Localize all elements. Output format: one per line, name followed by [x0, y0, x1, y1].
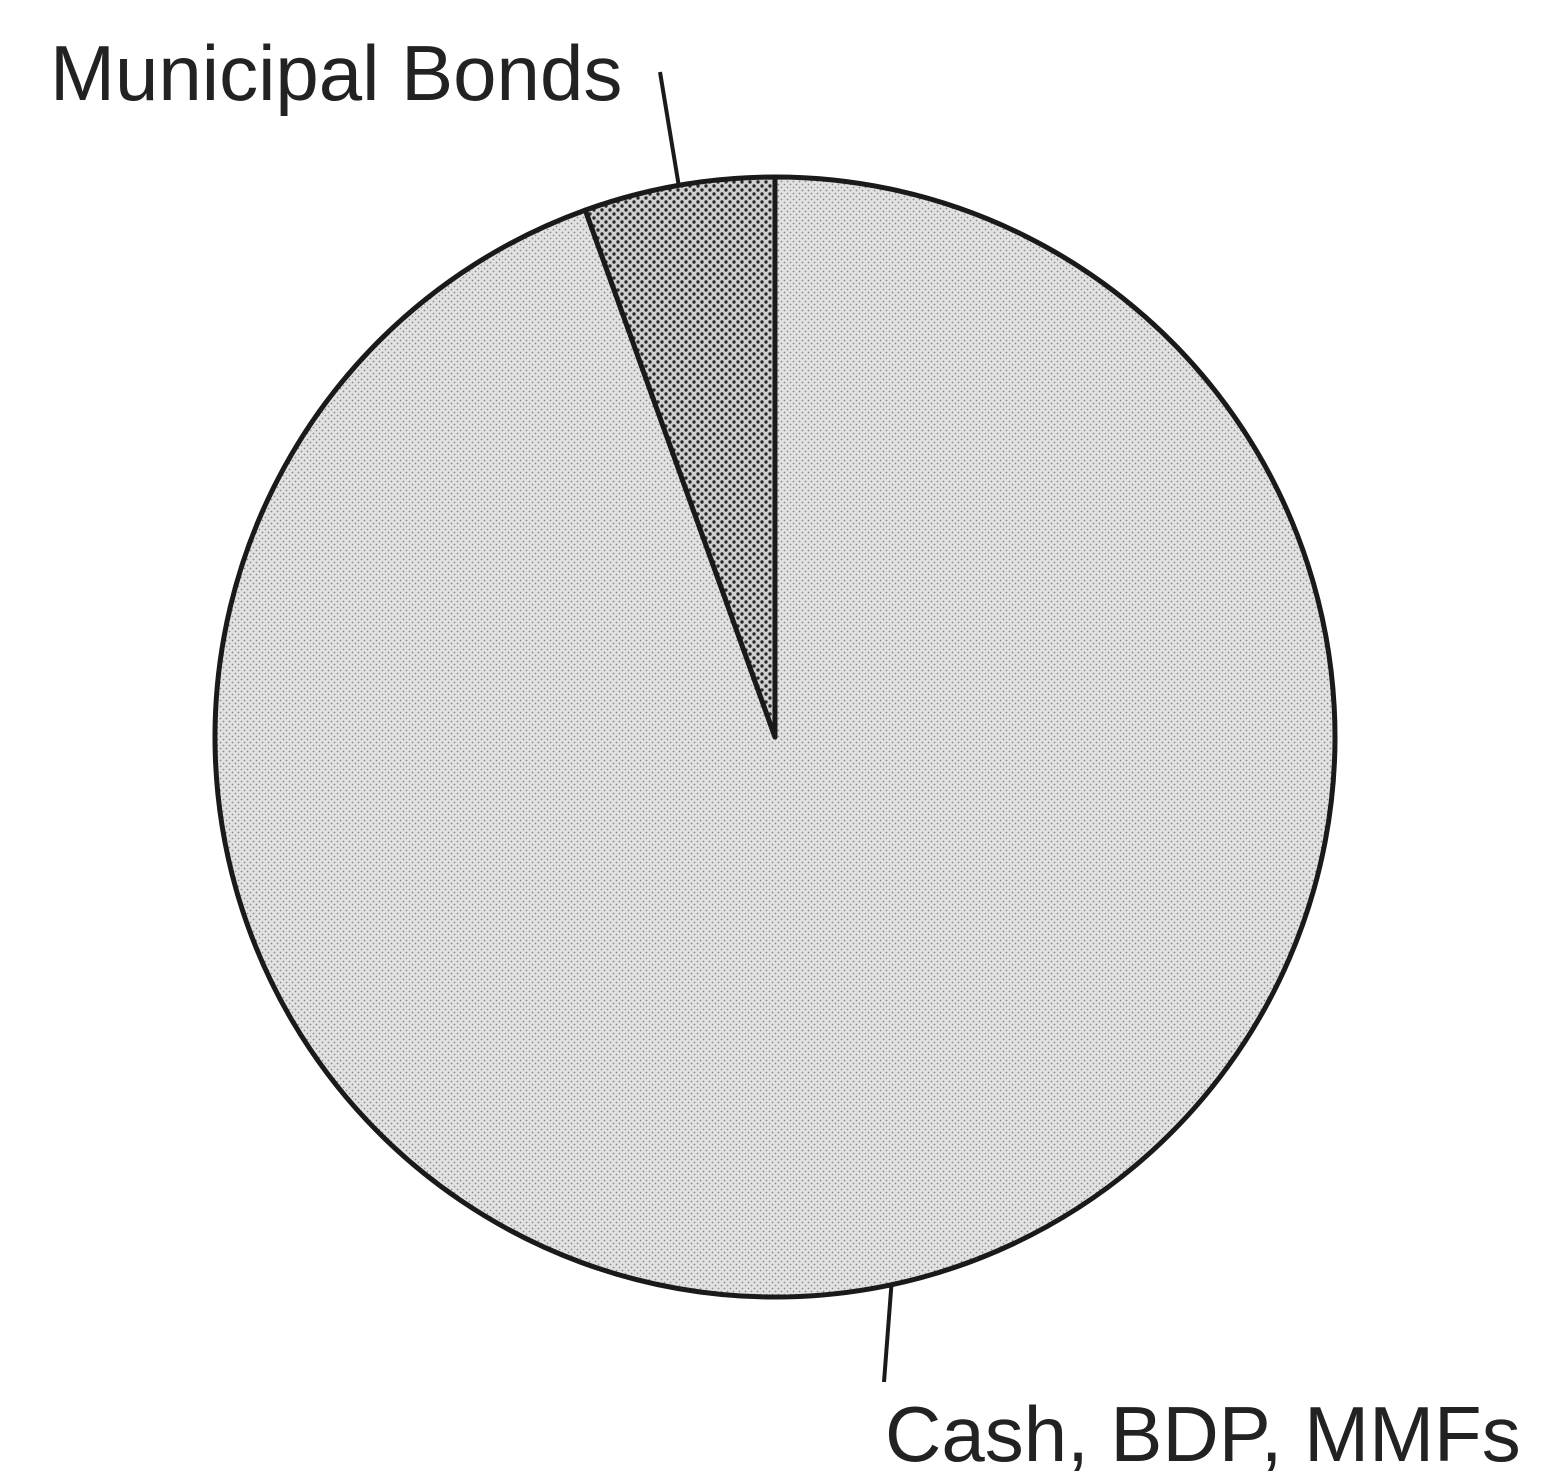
leader-lines-layer: [658, 71, 894, 1383]
leader-line-municipal-bonds: [658, 71, 681, 186]
slice-label-municipal-bonds: Municipal Bonds: [50, 29, 622, 117]
labels-layer: Municipal Bonds Cash, BDP, MMFs: [50, 29, 1521, 1478]
pie-slice-municipal-bonds: [582, 174, 778, 740]
slices-layer: [212, 174, 1338, 1300]
leader-line-cash-bdp-mmfs: [882, 1284, 894, 1383]
slice-label-cash-bdp-mmfs: Cash, BDP, MMFs: [885, 1390, 1521, 1478]
